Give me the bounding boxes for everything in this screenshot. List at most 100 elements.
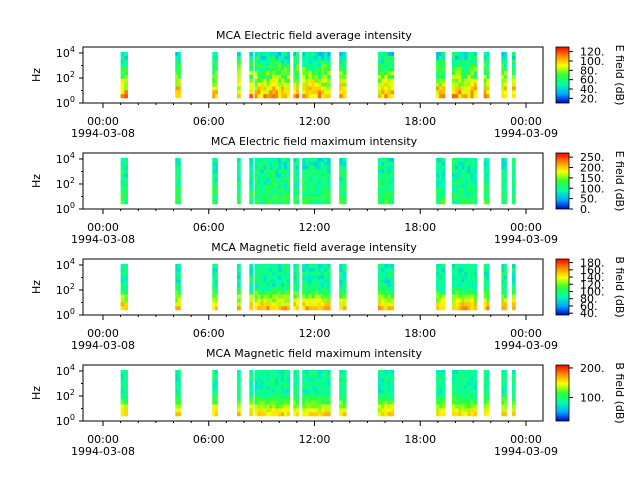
spectrogram-cell xyxy=(120,169,125,174)
spectrogram-cell xyxy=(305,290,309,295)
spectrogram-cell xyxy=(486,75,490,80)
spectrogram-cell xyxy=(124,158,128,163)
spectrogram-cell xyxy=(308,279,312,284)
spectrogram-cell xyxy=(124,298,128,303)
spectrogram-cell xyxy=(236,294,241,299)
spectrogram-cell xyxy=(387,200,391,205)
spectrogram-cell xyxy=(177,385,181,390)
spectrogram-cell xyxy=(124,71,128,76)
spectrogram-cell xyxy=(293,264,297,269)
spectrogram-cell xyxy=(281,264,285,269)
spectrogram-cell xyxy=(124,381,128,386)
spectrogram-cell xyxy=(439,400,443,405)
spectrogram-cell xyxy=(455,192,459,197)
spectrogram-cell xyxy=(269,287,273,292)
spectrogram-cell xyxy=(439,59,443,64)
spectrogram-cell xyxy=(275,177,279,182)
spectrogram-cell xyxy=(342,306,347,311)
spectrogram-cell xyxy=(464,200,468,205)
spectrogram-cell xyxy=(387,404,391,409)
spectrogram-cell xyxy=(272,396,276,401)
spectrogram-cell xyxy=(236,67,241,72)
spectrogram-cell xyxy=(320,67,325,72)
spectrogram-cell xyxy=(483,169,487,174)
spectrogram-cell xyxy=(501,396,505,401)
spectrogram-cell xyxy=(281,283,285,288)
spectrogram-cell xyxy=(342,184,347,189)
spectrogram-cell xyxy=(249,396,254,401)
spectrogram-cell xyxy=(308,63,312,68)
spectrogram-cell xyxy=(473,381,477,386)
spectrogram-cell xyxy=(320,302,325,307)
spectrogram-cell xyxy=(214,287,218,292)
spectrogram-cell xyxy=(390,188,395,193)
spectrogram-cell xyxy=(311,302,315,307)
spectrogram-cell xyxy=(342,200,347,205)
spectrogram-cell xyxy=(236,165,241,170)
spectrogram-cell xyxy=(327,275,331,280)
spectrogram-cell xyxy=(302,71,306,76)
spectrogram-cell xyxy=(278,396,282,401)
spectrogram-cell xyxy=(263,86,267,91)
spectrogram-cell xyxy=(381,78,385,83)
spectrogram-cell xyxy=(324,385,328,390)
spectrogram-cell xyxy=(324,184,328,189)
spectrogram-cell xyxy=(441,306,446,311)
colorbar-label: E field (dB) xyxy=(613,45,626,106)
spectrogram-cell xyxy=(308,55,312,60)
spectrogram-cell xyxy=(473,412,477,417)
panel-title: MCA Electric field average intensity xyxy=(216,29,412,42)
spectrogram-cell xyxy=(320,173,325,178)
spectrogram-cell xyxy=(473,55,477,60)
spectrogram-cell xyxy=(339,55,344,60)
spectrogram-cell xyxy=(266,408,270,413)
spectrogram-cell xyxy=(436,173,440,178)
spectrogram-cell xyxy=(381,200,385,205)
spectrogram-cell xyxy=(120,78,125,83)
spectrogram-cell xyxy=(470,165,474,170)
spectrogram-cell xyxy=(314,78,319,83)
spectrogram-cell xyxy=(377,169,382,174)
spectrogram-cell xyxy=(249,165,254,170)
spectrogram-cell xyxy=(275,184,279,189)
spectrogram-cell xyxy=(503,381,507,386)
spectrogram-cell xyxy=(302,408,306,413)
spectrogram-cell xyxy=(286,412,291,417)
spectrogram-cell xyxy=(387,63,391,68)
spectrogram-cell xyxy=(283,78,288,83)
y-tick-label: 100 xyxy=(56,95,75,110)
spectrogram-cell xyxy=(483,267,487,272)
spectrogram-cell xyxy=(483,78,487,83)
spectrogram-cell xyxy=(269,370,273,375)
spectrogram-cell xyxy=(511,181,516,186)
x-date-label: 1994-03-09 xyxy=(494,445,558,458)
spectrogram-cell xyxy=(342,161,347,166)
spectrogram-cell xyxy=(317,370,322,375)
spectrogram-cell xyxy=(249,78,254,83)
spectrogram-cell xyxy=(390,298,395,303)
spectrogram-cell xyxy=(441,264,446,269)
spectrogram-cell xyxy=(339,86,344,91)
spectrogram-cell xyxy=(377,86,382,91)
spectrogram-cell xyxy=(377,275,382,280)
colorbar-gradient xyxy=(555,152,570,210)
spectrogram-cell xyxy=(177,82,181,87)
spectrogram-cell xyxy=(501,78,505,83)
colorbar-tick-label: 60. xyxy=(580,300,598,313)
spectrogram-cell xyxy=(314,165,319,170)
spectrogram-cell xyxy=(175,306,179,311)
spectrogram-cell xyxy=(486,192,490,197)
spectrogram-cell xyxy=(511,71,516,76)
spectrogram-cell xyxy=(295,177,299,182)
spectrogram-cell xyxy=(464,94,468,99)
spectrogram-cell xyxy=(503,52,507,57)
spectrogram-cell xyxy=(511,55,516,60)
spectrogram-cell xyxy=(295,396,299,401)
spectrogram-cell xyxy=(458,389,462,394)
spectrogram-cell xyxy=(120,200,125,205)
spectrogram-cell xyxy=(384,188,388,193)
spectrogram-cell xyxy=(278,389,282,394)
spectrogram-cell xyxy=(177,396,181,401)
spectrogram-cell xyxy=(281,90,285,95)
spectrogram-cell xyxy=(305,400,309,405)
